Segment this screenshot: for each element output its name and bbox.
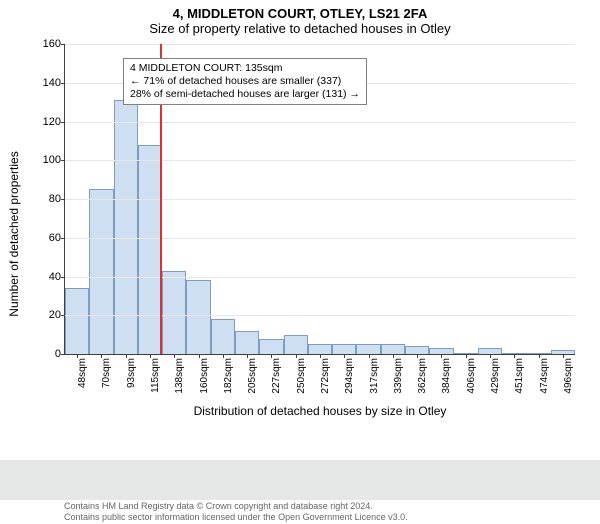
x-tick-label: 70sqm bbox=[101, 358, 112, 388]
gridline bbox=[65, 238, 575, 239]
x-tick-label: 406sqm bbox=[466, 358, 477, 394]
x-tick-label: 115sqm bbox=[150, 358, 161, 393]
gridline bbox=[65, 199, 575, 200]
gridline bbox=[65, 160, 575, 161]
annotation-line: 28% of semi-detached houses are larger (… bbox=[130, 88, 360, 101]
y-tick-label: 160 bbox=[43, 38, 65, 50]
x-tick-label: 182sqm bbox=[223, 358, 234, 394]
chart-container: Number of detached properties Distributi… bbox=[36, 44, 586, 424]
histogram-bar bbox=[162, 271, 186, 354]
footnote-line-2: Contains public sector information licen… bbox=[64, 512, 408, 524]
histogram-bar bbox=[284, 335, 308, 354]
histogram-bar bbox=[259, 339, 283, 355]
histogram-bar bbox=[65, 288, 89, 354]
x-tick-label: 317sqm bbox=[369, 358, 380, 394]
y-tick-label: 80 bbox=[49, 193, 65, 205]
histogram-bar bbox=[211, 319, 235, 354]
footnote-line-1: Contains HM Land Registry data © Crown c… bbox=[64, 501, 408, 513]
x-tick-label: 205sqm bbox=[247, 358, 258, 394]
histogram-bar bbox=[186, 280, 210, 354]
footer-strip bbox=[0, 460, 600, 500]
x-tick-label: 294sqm bbox=[344, 358, 355, 394]
x-tick-label: 160sqm bbox=[199, 358, 210, 394]
histogram-bar bbox=[356, 344, 380, 354]
x-tick-label: 272sqm bbox=[320, 358, 331, 394]
x-tick-label: 227sqm bbox=[271, 358, 282, 394]
x-tick-label: 138sqm bbox=[174, 358, 185, 394]
annotation-line: 4 MIDDLETON COURT: 135sqm bbox=[130, 62, 360, 75]
x-tick-label: 429sqm bbox=[490, 358, 501, 394]
x-tick-label: 362sqm bbox=[417, 358, 428, 394]
y-tick-label: 0 bbox=[55, 348, 65, 360]
y-tick-label: 100 bbox=[43, 154, 65, 166]
chart-title-sub: Size of property relative to detached ho… bbox=[0, 21, 600, 40]
x-axis-label: Distribution of detached houses by size … bbox=[194, 404, 447, 418]
chart-title-main: 4, MIDDLETON COURT, OTLEY, LS21 2FA bbox=[0, 0, 600, 21]
chart-footnote: Contains HM Land Registry data © Crown c… bbox=[64, 501, 408, 524]
gridline bbox=[65, 122, 575, 123]
histogram-bar bbox=[381, 344, 405, 354]
gridline bbox=[65, 277, 575, 278]
histogram-bar bbox=[405, 346, 429, 354]
plot-area: Distribution of detached houses by size … bbox=[64, 44, 575, 355]
y-tick-label: 120 bbox=[43, 116, 65, 128]
histogram-bar bbox=[89, 189, 113, 354]
y-tick-label: 60 bbox=[49, 232, 65, 244]
gridline bbox=[65, 315, 575, 316]
y-axis-label: Number of detached properties bbox=[7, 151, 21, 316]
x-tick-label: 250sqm bbox=[296, 358, 307, 394]
y-tick-label: 40 bbox=[49, 271, 65, 283]
y-tick-label: 140 bbox=[43, 77, 65, 89]
annotation-box: 4 MIDDLETON COURT: 135sqm← 71% of detach… bbox=[123, 58, 367, 105]
histogram-bar bbox=[332, 344, 356, 354]
x-tick-label: 48sqm bbox=[77, 358, 88, 388]
histogram-bar bbox=[138, 145, 162, 354]
histogram-bar bbox=[308, 344, 332, 354]
y-tick-label: 20 bbox=[49, 309, 65, 321]
x-tick-label: 474sqm bbox=[539, 358, 550, 394]
x-tick-label: 384sqm bbox=[441, 358, 452, 394]
x-tick-label: 451sqm bbox=[514, 358, 525, 394]
gridline bbox=[65, 44, 575, 45]
x-tick-label: 93sqm bbox=[126, 358, 137, 388]
x-tick-label: 496sqm bbox=[563, 358, 574, 394]
x-tick-label: 339sqm bbox=[393, 358, 404, 394]
annotation-line: ← 71% of detached houses are smaller (33… bbox=[130, 75, 360, 88]
histogram-bar bbox=[235, 331, 259, 354]
